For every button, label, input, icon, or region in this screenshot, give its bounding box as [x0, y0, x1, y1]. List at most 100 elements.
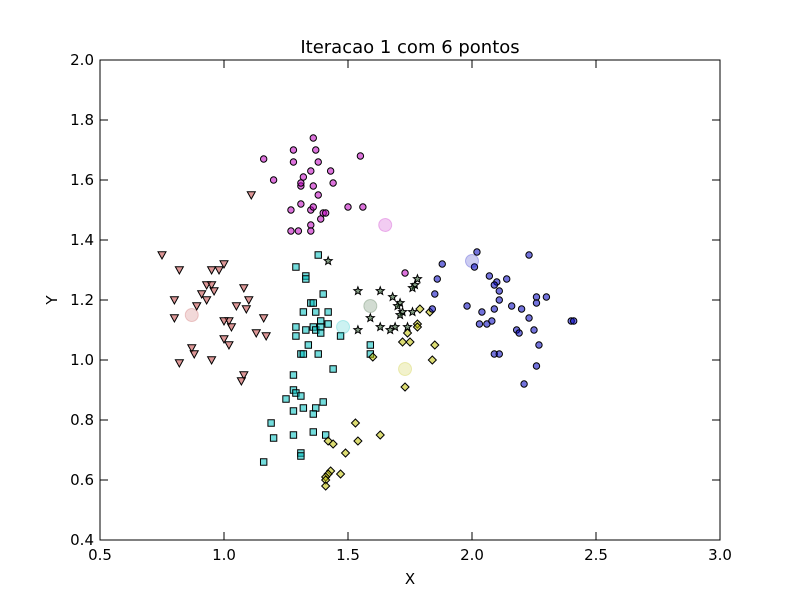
data-point: [394, 309, 406, 320]
data-point: [314, 251, 322, 259]
x-tick-label: 1.5: [336, 546, 360, 564]
data-point: [299, 173, 308, 181]
data-point: [294, 227, 303, 235]
data-point: [473, 248, 481, 256]
data-point: [470, 263, 479, 271]
data-point: [157, 251, 167, 261]
data-point: [169, 296, 180, 306]
data-point: [352, 324, 364, 335]
data-point: [302, 326, 310, 334]
x-tick-label: 2.0: [460, 546, 484, 564]
data-point: [329, 365, 337, 373]
data-point: [374, 321, 386, 332]
data-point: [322, 255, 334, 266]
x-tick-label: 3.0: [708, 546, 732, 564]
data-point: [520, 380, 528, 388]
data-point: [463, 302, 471, 310]
data-point: [297, 452, 305, 460]
data-point: [352, 285, 364, 296]
data-point: [495, 287, 503, 295]
data-point: [314, 158, 322, 166]
data-point: [317, 323, 325, 331]
data-point: [267, 419, 275, 427]
data-point: [431, 290, 439, 298]
y-tick-label: 1.6: [70, 171, 94, 189]
series-5: [320, 304, 440, 491]
data-point: [375, 430, 385, 440]
data-point: [292, 332, 300, 340]
data-point: [314, 191, 322, 199]
data-point: [530, 326, 538, 334]
series-3: [259, 251, 375, 466]
data-point: [219, 260, 229, 270]
data-point: [400, 382, 410, 392]
centroid-marker: [184, 308, 199, 322]
data-point: [214, 266, 224, 276]
data-point: [326, 167, 335, 175]
data-point: [243, 296, 254, 306]
data-point: [407, 282, 418, 293]
data-point: [535, 341, 543, 349]
data-point: [231, 302, 242, 312]
data-point: [542, 293, 551, 301]
data-point: [405, 337, 415, 347]
data-point: [317, 215, 325, 223]
data-point: [282, 395, 290, 403]
data-point: [402, 328, 413, 338]
data-point: [374, 285, 386, 296]
data-point: [251, 329, 262, 339]
data-point: [304, 341, 313, 349]
data-point: [319, 398, 327, 406]
data-point: [299, 350, 308, 358]
data-point: [475, 320, 484, 328]
data-point: [407, 306, 418, 317]
data-point: [490, 281, 499, 289]
data-point: [236, 377, 247, 387]
series-4: [322, 255, 423, 335]
axis-ticks: 0.5 1.0 1.5 2.0 2.5 3.0 0.4 0.6 0.8 1.0 1.2 1.4 1.6 1…: [70, 51, 732, 564]
data-point: [312, 308, 320, 316]
y-tick-label: 0.6: [70, 471, 94, 489]
y-tick-label: 2.0: [70, 51, 94, 69]
data-point: [206, 356, 217, 366]
data-point: [312, 146, 320, 154]
data-point: [350, 418, 361, 428]
data-point: [169, 314, 180, 324]
data-point: [532, 362, 541, 370]
data-point: [289, 146, 298, 154]
centroid-marker: [378, 218, 393, 232]
data-point: [241, 305, 252, 315]
data-point: [427, 355, 438, 365]
data-point: [297, 200, 305, 208]
data-point: [289, 371, 298, 379]
data-point: [289, 431, 298, 439]
data-point: [289, 407, 298, 415]
data-point: [292, 263, 300, 271]
data-point: [314, 350, 322, 358]
y-tick-label: 0.8: [70, 411, 94, 429]
data-point: [307, 167, 315, 175]
y-tick-label: 1.0: [70, 351, 94, 369]
data-point: [415, 304, 425, 314]
data-point: [368, 352, 378, 362]
data-point: [503, 275, 511, 283]
data-point: [269, 176, 278, 184]
data-point: [219, 335, 229, 345]
series-6: [428, 248, 578, 388]
data-point: [532, 293, 541, 301]
x-tick-label: 2.5: [584, 546, 608, 564]
data-point: [340, 448, 351, 458]
data-point: [299, 404, 308, 412]
data-point: [532, 299, 541, 307]
data-point: [292, 323, 300, 331]
data-point: [412, 273, 423, 284]
data-point: [287, 206, 295, 214]
data-point: [438, 260, 446, 268]
data-point: [191, 302, 202, 312]
series-1: [259, 134, 409, 277]
data-point: [366, 341, 375, 349]
data-point: [387, 291, 398, 302]
data-point: [289, 158, 298, 166]
data-point: [258, 314, 269, 324]
series-2: [157, 191, 272, 387]
